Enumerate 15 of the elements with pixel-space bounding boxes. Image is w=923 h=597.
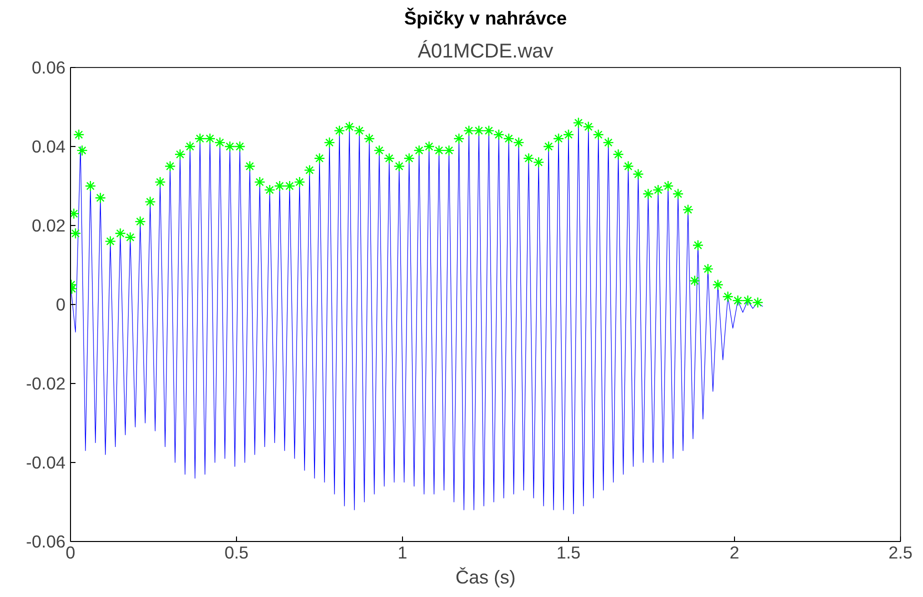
x-tick-label: 1.5 (556, 542, 581, 562)
y-tick-label: -0.04 (26, 452, 66, 472)
x-tick-label: 2.5 (888, 542, 913, 562)
x-tick-label: 2 (730, 542, 740, 562)
y-tick-label: 0 (56, 294, 66, 314)
y-tick-label: 0.04 (32, 136, 66, 156)
y-tick-label: 0.02 (32, 216, 66, 236)
chart-title: Špičky v nahrávce (404, 8, 567, 28)
y-tick-label: -0.02 (26, 374, 66, 394)
y-tick-label: -0.06 (26, 532, 66, 552)
y-tick-label: 0.06 (32, 58, 66, 78)
chart-subtitle: Á01MCDE.wav (418, 40, 554, 62)
x-tick-label: 0.5 (224, 542, 249, 562)
x-tick-label: 1 (398, 542, 408, 562)
x-axis-title: Čas (s) (455, 566, 516, 588)
